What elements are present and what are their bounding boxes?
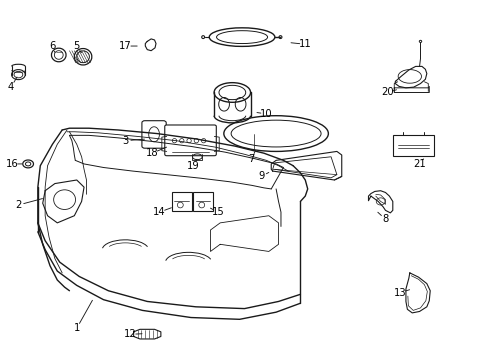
Text: 13: 13 xyxy=(393,288,406,297)
Text: 7: 7 xyxy=(248,154,254,163)
FancyBboxPatch shape xyxy=(171,192,192,211)
FancyBboxPatch shape xyxy=(392,135,433,156)
Text: 2: 2 xyxy=(15,200,21,210)
Text: 14: 14 xyxy=(153,207,165,217)
Text: 11: 11 xyxy=(298,39,311,49)
Text: 1: 1 xyxy=(73,323,80,333)
Text: 10: 10 xyxy=(260,109,272,119)
FancyBboxPatch shape xyxy=(142,121,166,148)
Text: 4: 4 xyxy=(8,82,14,92)
Text: 12: 12 xyxy=(123,329,136,339)
FancyBboxPatch shape xyxy=(193,192,213,211)
Text: 16: 16 xyxy=(6,159,19,169)
Text: 18: 18 xyxy=(145,148,158,158)
Text: 20: 20 xyxy=(381,87,393,98)
Text: 6: 6 xyxy=(49,41,56,51)
Text: 5: 5 xyxy=(73,41,80,51)
Text: 15: 15 xyxy=(211,207,224,217)
Text: 21: 21 xyxy=(412,159,425,169)
Text: 9: 9 xyxy=(258,171,264,181)
Text: 17: 17 xyxy=(119,41,131,51)
Text: 19: 19 xyxy=(187,161,200,171)
FancyBboxPatch shape xyxy=(164,125,216,156)
Text: 8: 8 xyxy=(382,214,388,224)
Text: 3: 3 xyxy=(122,136,128,146)
